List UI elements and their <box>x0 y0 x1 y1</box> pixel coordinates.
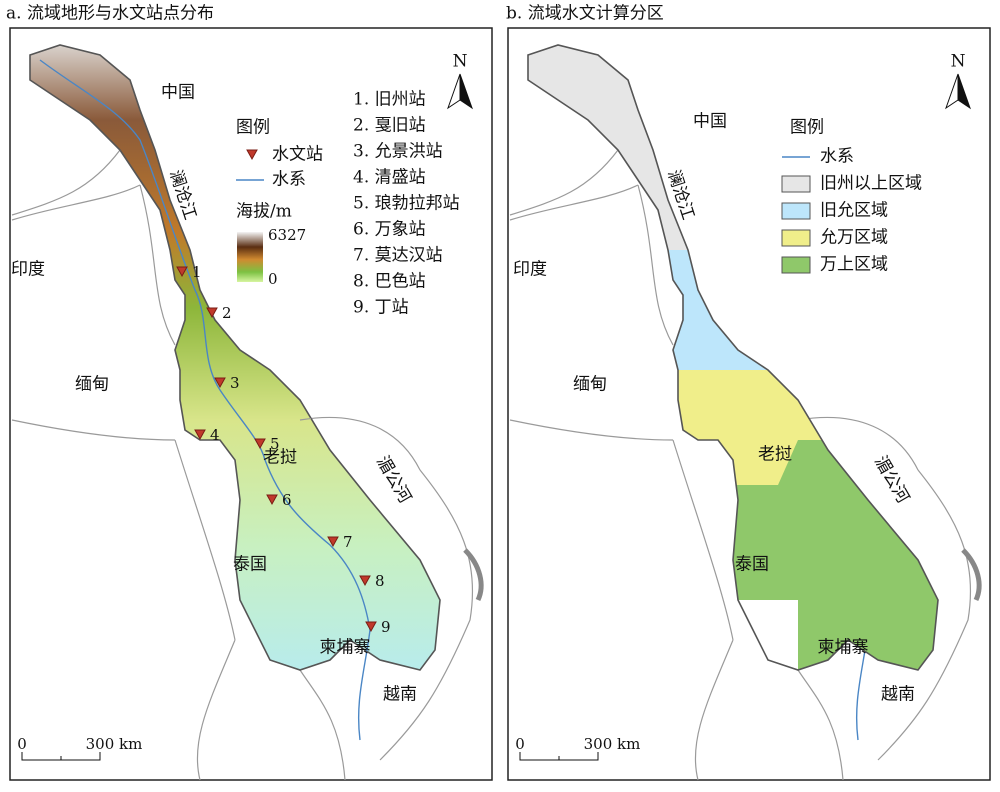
legend-item: 水文站 <box>272 145 323 165</box>
legend-title: 图例 <box>236 118 270 138</box>
country-label: 越南 <box>383 685 417 705</box>
north-arrow <box>957 73 971 110</box>
legend-item: 旧州以上区域 <box>820 174 922 194</box>
north-arrow <box>447 73 461 110</box>
legend-item: 旧允区域 <box>820 201 888 221</box>
station-list-item: 3. 允景洪站 <box>353 142 443 162</box>
elevation-max: 6327 <box>268 226 306 244</box>
country-label: 越南 <box>881 685 915 705</box>
legend-station-icon <box>246 149 258 161</box>
legend-item: 水系 <box>820 147 854 167</box>
north-label: N <box>453 52 468 72</box>
legend-title: 图例 <box>790 118 824 138</box>
station-marker <box>194 429 206 441</box>
country-label: 泰国 <box>735 555 769 575</box>
panel-title: b. 流域水文计算分区 <box>506 4 664 24</box>
station-marker <box>327 536 339 548</box>
country-label: 缅甸 <box>573 375 607 395</box>
station-list-item: 4. 清盛站 <box>353 168 426 188</box>
legend-item: 水系 <box>272 170 306 190</box>
north-arrow <box>459 73 473 110</box>
scale-label: 0 <box>17 735 27 753</box>
station-marker <box>176 266 188 278</box>
scale-bar <box>519 752 599 761</box>
panel-frame <box>507 27 991 781</box>
country-label: 中国 <box>161 83 195 103</box>
country-label: 老挝 <box>263 448 297 468</box>
legend-swatch <box>781 202 811 220</box>
station-number: 3 <box>230 374 240 392</box>
scale-bar <box>21 752 101 761</box>
country-label: 老挝 <box>758 445 792 465</box>
station-list-item: 8. 巴色站 <box>353 272 426 292</box>
station-marker <box>206 307 218 319</box>
country-label: 中国 <box>693 112 727 132</box>
river-label: 湄公河 <box>372 453 415 507</box>
station-list-item: 5. 琅勃拉邦站 <box>353 194 460 214</box>
country-label: 柬埔寨 <box>818 638 869 658</box>
station-marker <box>266 494 278 506</box>
station-number: 9 <box>381 618 391 636</box>
station-number: 7 <box>343 533 353 551</box>
station-list-item: 9. 丁站 <box>353 298 409 318</box>
north-arrow <box>945 73 959 110</box>
legend-swatch <box>781 229 811 247</box>
country-label: 印度 <box>513 260 547 280</box>
station-number: 8 <box>375 572 385 590</box>
station-list-item: 2. 戛旧站 <box>353 116 426 136</box>
station-number: 1 <box>192 263 202 281</box>
legend-elevation-title: 海拔/m <box>236 202 292 222</box>
station-marker <box>365 621 377 633</box>
scale-label: 0 <box>515 735 525 753</box>
legend-swatch <box>781 175 811 193</box>
station-list-item: 6. 万象站 <box>353 220 426 240</box>
country-label: 缅甸 <box>75 375 109 395</box>
scale-label: 300 km <box>584 735 641 753</box>
country-label: 印度 <box>11 260 45 280</box>
station-number: 2 <box>222 304 232 322</box>
river-label: 湄公河 <box>870 453 913 507</box>
legend-item: 允万区域 <box>820 228 888 248</box>
zones <box>528 45 938 670</box>
station-list-item: 7. 莫达汉站 <box>353 246 443 266</box>
station-number: 6 <box>282 491 292 509</box>
panel-title: a. 流域地形与水文站点分布 <box>6 4 214 24</box>
station-marker <box>214 377 226 389</box>
station-list-item: 1. 旧州站 <box>353 90 426 110</box>
station-marker <box>254 438 266 450</box>
elevation-bar <box>237 232 263 282</box>
country-label: 泰国 <box>233 555 267 575</box>
panel-frame <box>9 27 493 781</box>
station-marker <box>359 575 371 587</box>
station-number: 4 <box>210 426 220 444</box>
scale-label: 300 km <box>86 735 143 753</box>
legend-swatch <box>781 256 811 274</box>
country-label: 柬埔寨 <box>320 638 371 658</box>
elevation-min: 0 <box>268 270 278 288</box>
legend-item: 万上区域 <box>820 255 888 275</box>
station-number: 5 <box>270 435 280 453</box>
north-label: N <box>951 52 966 72</box>
